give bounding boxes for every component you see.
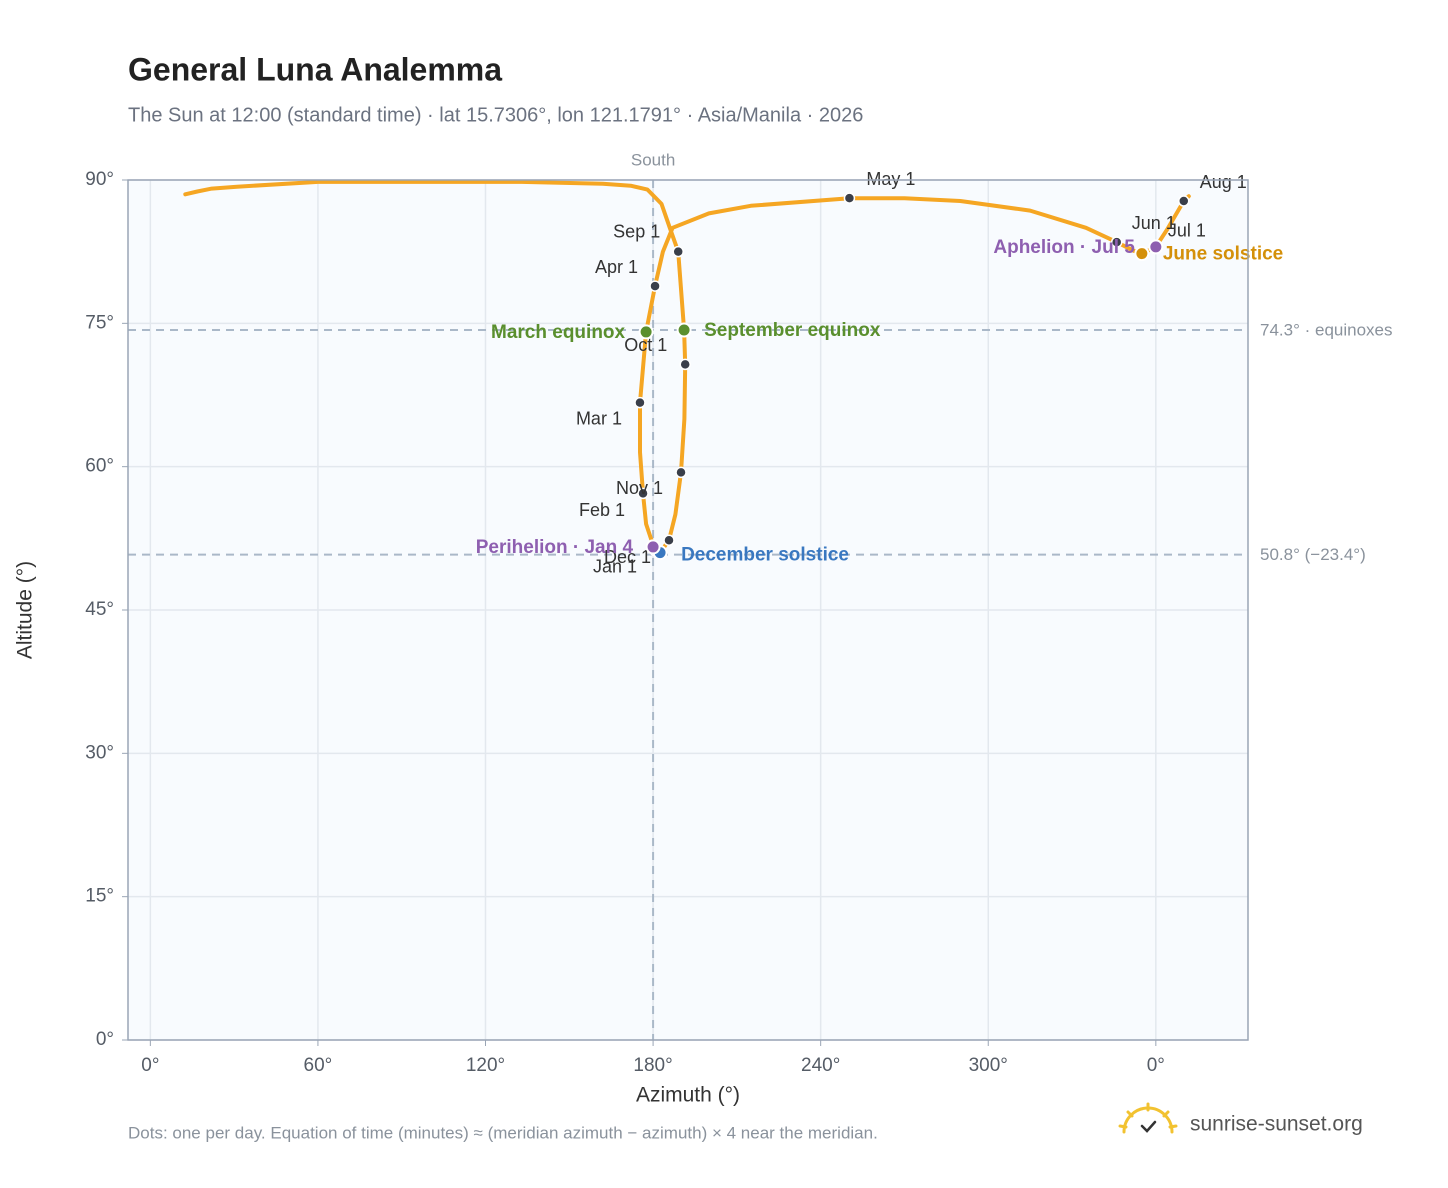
y-tick-label: 90°: [85, 169, 114, 190]
y-tick-label: 30°: [85, 742, 114, 763]
month-label: Jun 1: [1132, 213, 1176, 233]
x-tick-label: 60°: [304, 1055, 333, 1076]
x-tick-label: 120°: [466, 1055, 505, 1076]
reference-label: 74.3° · equinoxes: [1260, 321, 1393, 340]
month-marker: [1110, 236, 1123, 248]
month-label: Apr 1: [595, 257, 638, 277]
month-marker: [843, 192, 856, 204]
reference-label: 50.8° (−23.4°): [1260, 545, 1366, 564]
y-tick-label: 45°: [85, 599, 114, 620]
chart-title: General Luna Analemma: [128, 51, 502, 87]
event-marker: [645, 539, 661, 555]
month-label: Feb 1: [579, 500, 625, 520]
x-tick-label: 0°: [141, 1055, 159, 1076]
month-marker: [634, 396, 646, 409]
month-marker: [679, 358, 691, 371]
y-tick-label: 60°: [85, 456, 114, 477]
month-label: Jul 1: [1168, 221, 1206, 241]
event-label: Perihelion · Jan 4: [476, 537, 634, 558]
reference-label: South: [631, 150, 675, 169]
month-marker: [649, 280, 661, 292]
y-axis-label: Altitude (°): [14, 561, 37, 659]
x-tick-label: 180°: [633, 1055, 672, 1076]
y-tick-label: 75°: [85, 312, 114, 333]
event-marker: [1134, 246, 1150, 262]
month-label: Sep 1: [613, 221, 660, 241]
event-marker: [1148, 239, 1164, 255]
month-label: Oct 1: [624, 335, 667, 355]
month-marker: [1178, 195, 1190, 207]
brand-icon: [1118, 1102, 1178, 1134]
month-label: Nov 1: [616, 478, 663, 498]
event-label: March equinox: [491, 322, 626, 343]
x-axis-label: Azimuth (°): [636, 1084, 740, 1107]
month-marker: [663, 534, 675, 546]
x-tick-label: 300°: [969, 1055, 1008, 1076]
x-tick-label: 240°: [801, 1055, 840, 1076]
event-marker: [638, 324, 654, 340]
month-label: Jan 1: [593, 557, 637, 577]
month-label: Aug 1: [1200, 172, 1247, 192]
y-tick-label: 15°: [85, 886, 114, 907]
footnote: Dots: one per day. Equation of time (min…: [128, 1123, 878, 1142]
x-tick-label: 0°: [1147, 1055, 1165, 1076]
event-label: June solstice: [1163, 244, 1283, 265]
event-label: Aphelion · Jul 5: [993, 237, 1135, 258]
month-marker: [637, 487, 649, 500]
y-tick-label: 0°: [96, 1029, 114, 1050]
event-marker: [676, 322, 692, 338]
month-label: May 1: [866, 169, 915, 189]
chart-subtitle: The Sun at 12:00 (standard time) · lat 1…: [128, 104, 863, 126]
month-marker: [675, 466, 687, 479]
event-label: December solstice: [681, 545, 849, 566]
month-marker: [672, 245, 684, 258]
brand: sunrise-sunset.org: [1190, 1113, 1363, 1136]
month-label: Dec 1: [604, 547, 651, 567]
month-label: Mar 1: [576, 408, 622, 428]
event-label: September equinox: [704, 320, 881, 341]
